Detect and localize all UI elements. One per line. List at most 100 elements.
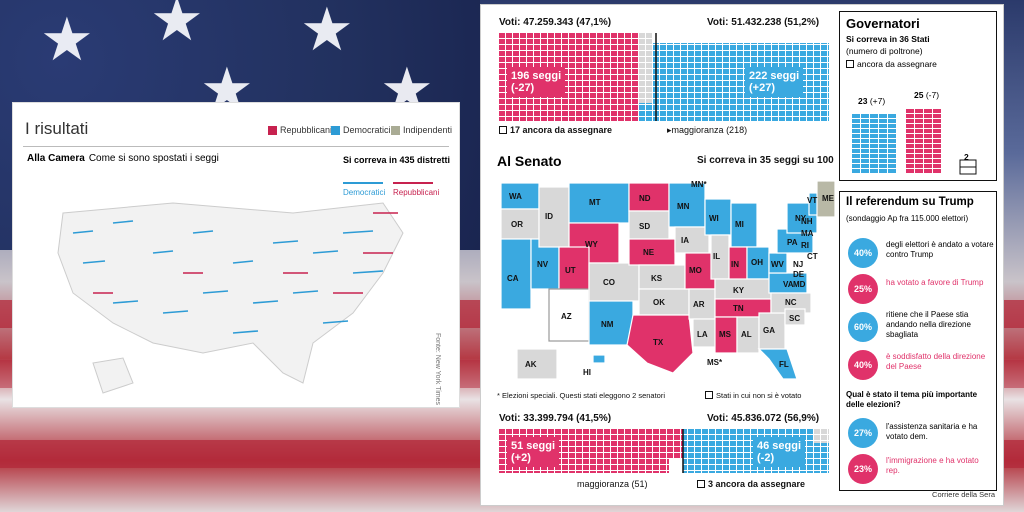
governors-box: Governatori Si correva in 36 Stati (nume… (839, 11, 997, 181)
house-shift-map (57, 202, 404, 394)
house-pending: 17 ancora da assegnare (499, 125, 612, 135)
referendum-item: ritiene che il Paese stia andando nella … (886, 310, 971, 339)
referendum-item: degli elettori è andato a votare contro … (886, 240, 994, 259)
svg-text:TN: TN (733, 304, 744, 313)
referendum-question: Qual è stato il tema più importante dell… (846, 390, 978, 409)
svg-text:OH: OH (751, 258, 763, 267)
svg-text:ND: ND (639, 194, 651, 203)
house-rep-votes: Voti: 47.259.343 (47,1%) (499, 17, 612, 28)
svg-text:IA: IA (681, 236, 689, 245)
svg-text:MS*: MS* (707, 358, 723, 367)
state-md: MD (793, 280, 806, 289)
star-icon: ★ (150, 0, 204, 53)
svg-text:SC: SC (789, 314, 800, 323)
state-ct: CT (807, 252, 818, 261)
governors-title: Governatori (846, 16, 920, 31)
svg-text:CO: CO (603, 278, 615, 287)
referendum-box: Il referendum su Trump (sondaggio Ap fra… (839, 191, 997, 491)
svg-text:WY: WY (585, 240, 599, 249)
svg-text:LA: LA (697, 330, 708, 339)
svg-text:MN: MN (677, 202, 690, 211)
divider (23, 146, 449, 147)
svg-text:ME: ME (822, 194, 835, 203)
pct-circle: 40% (848, 238, 878, 268)
svg-text:MS: MS (719, 330, 732, 339)
svg-text:WI: WI (709, 214, 719, 223)
state-de: DE (793, 270, 805, 279)
svg-text:NC: NC (785, 298, 797, 307)
state-nj: NJ (793, 260, 804, 269)
governors-pending: ancora da assegnare (846, 59, 937, 69)
camera-title: Alla Camera Come si sono spostati i seggi (27, 153, 219, 164)
source-note: Fonte: New York Times (434, 333, 441, 405)
svg-text:TX: TX (653, 338, 664, 347)
house-map-panel: I risultati Repubblicani Democratici Ind… (12, 102, 460, 408)
referendum-title: Il referendum su Trump (846, 196, 974, 208)
house-majority: ▸maggioranza (218) (667, 125, 748, 135)
arrow-rep-label: Repubblicani (393, 182, 440, 197)
svg-text:FL: FL (779, 360, 789, 369)
senate-corr: Si correva in 35 seggi su 100 (697, 155, 834, 166)
svg-text:AZ: AZ (561, 312, 572, 321)
svg-text:VT: VT (807, 196, 817, 205)
senate-majority: maggioranza (51) (577, 479, 648, 489)
referendum-item: ha votato a favore di Trump (886, 278, 984, 287)
house-rep-seats: 196 seggi (-27) (507, 67, 566, 97)
svg-text:GA: GA (763, 326, 775, 335)
svg-text:NV: NV (537, 260, 549, 269)
senate-dem-seats: 46 seggi (-2) (753, 437, 806, 467)
svg-text:HI: HI (583, 368, 591, 377)
svg-text:WV: WV (771, 260, 785, 269)
svg-text:MT: MT (589, 198, 601, 207)
svg-text:NM: NM (601, 320, 614, 329)
state-ri: RI (801, 241, 809, 250)
svg-text:CA: CA (507, 274, 519, 283)
svg-text:PA: PA (787, 238, 798, 247)
referendum-item: è soddisfatto della direzione del Paese (886, 352, 986, 371)
pct-circle: 60% (848, 312, 878, 342)
svg-text:KS: KS (651, 274, 663, 283)
legend-dem: Democratici (331, 125, 391, 135)
house-dem-votes: Voti: 51.432.238 (51,2%) (707, 17, 820, 28)
gov-pending-count: 2 (964, 152, 969, 162)
pct-circle: 40% (848, 350, 878, 380)
svg-text:OK: OK (653, 298, 665, 307)
house-dem-seats: 222 seggi (+27) (745, 67, 804, 97)
camera-districts: Si correva in 435 distretti (343, 155, 451, 165)
svg-text:WA: WA (509, 192, 522, 201)
governors-chart (852, 108, 977, 175)
senate-rep-seats: 51 seggi (+2) (507, 437, 560, 467)
no-vote-note: Stati in cui non si è votato (705, 391, 801, 400)
topic-item: l'immigrazione e ha votato rep. (886, 456, 979, 475)
star-icon: ★ (40, 6, 94, 73)
svg-text:OR: OR (511, 220, 523, 229)
gov-dem-count: 23 (+7) (858, 96, 886, 106)
svg-text:IL: IL (713, 252, 720, 261)
state-nh: NH (801, 217, 813, 226)
legend-ind: Indipendenti (391, 125, 452, 135)
state-ma: MA (801, 229, 814, 238)
gov-rep-count: 25 (-7) (914, 90, 940, 100)
arrow-dem-label: Democratici (343, 182, 386, 197)
results-panel: Voti: 47.259.343 (47,1%) Voti: 51.432.23… (480, 4, 1004, 506)
senate-title: Al Senato (497, 153, 562, 169)
senate-map: WA OR CA NV ID MT WY UT AZ CO NM ND SD N… (500, 180, 836, 380)
special-elections-note: * Elezioni speciali. Questi stati eleggo… (497, 391, 666, 400)
governors-sub: Si correva in 36 Stati (846, 34, 930, 44)
pct-circle: 25% (848, 274, 878, 304)
senate-dem-votes: Voti: 45.836.072 (56,9%) (707, 413, 820, 424)
svg-text:NY: NY (795, 214, 807, 223)
referendum-sub: (sondaggio Ap fra 115.000 elettori) (846, 214, 969, 223)
svg-text:UT: UT (565, 266, 576, 275)
senate-pending: 3 ancora da assegnare (697, 479, 805, 489)
star-icon: ★ (300, 0, 354, 63)
svg-text:AR: AR (693, 300, 705, 309)
pct-circle: 27% (848, 418, 878, 448)
svg-text:KY: KY (733, 286, 745, 295)
svg-text:AL: AL (741, 330, 752, 339)
svg-text:SD: SD (639, 222, 650, 231)
svg-text:AK: AK (525, 360, 537, 369)
credit: Corriere della Sera (932, 490, 995, 499)
legend-rep: Repubblicani (268, 125, 332, 135)
svg-text:NE: NE (643, 248, 655, 257)
